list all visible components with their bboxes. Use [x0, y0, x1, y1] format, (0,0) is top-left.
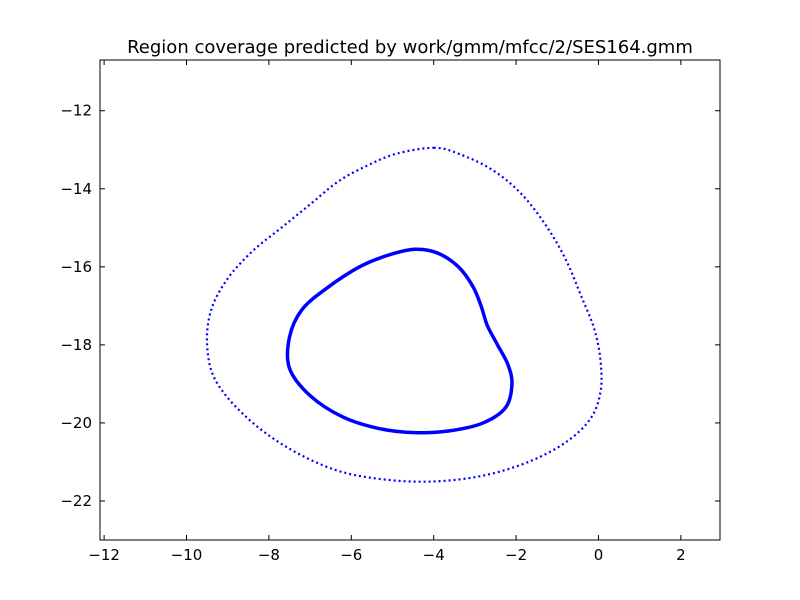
y-tick-label: −16 [60, 258, 92, 276]
x-tick-label: 0 [594, 546, 604, 564]
y-axis-ticks: −12 −14 −16 −18 −20 −22 [60, 102, 720, 510]
outer-contour-line [205, 146, 603, 483]
x-tick-label: 2 [676, 546, 686, 564]
y-tick-label: −14 [60, 180, 92, 198]
x-axis-ticks: −12 −10 −8 −6 −4 −2 0 2 [88, 60, 686, 564]
x-tick-label: −12 [88, 546, 120, 564]
x-tick-label: −2 [505, 546, 527, 564]
chart-title: Region coverage predicted by work/gmm/mf… [127, 37, 693, 58]
x-tick-label: −4 [423, 546, 445, 564]
x-tick-label: −8 [258, 546, 280, 564]
y-tick-label: −12 [60, 102, 92, 120]
plot-frame [99, 59, 721, 541]
y-tick-label: −22 [60, 492, 92, 510]
y-tick-label: −18 [60, 336, 92, 354]
inner-contour-line [285, 247, 514, 435]
x-tick-label: −10 [171, 546, 203, 564]
x-tick-label: −6 [340, 546, 362, 564]
series-layer [205, 146, 603, 483]
y-tick-label: −20 [60, 414, 92, 432]
